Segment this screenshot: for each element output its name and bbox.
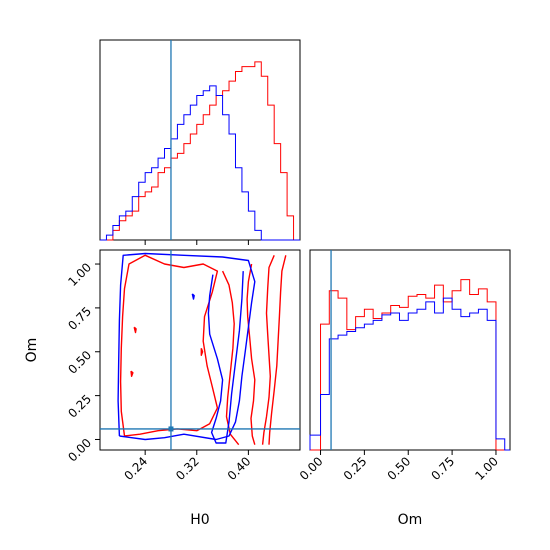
red-contour-6	[130, 370, 134, 377]
om-hist-red-step	[310, 279, 510, 451]
om-hist-xtick-label-4: 1.00	[472, 454, 501, 483]
blue-contour-8	[117, 252, 256, 441]
om-hist-xtick-label-2: 0.50	[385, 454, 414, 483]
blue-contour-9	[207, 271, 244, 444]
om-hist-xtick-label-1: 0.25	[341, 454, 370, 483]
red-contour-5	[133, 326, 137, 334]
contour-xtick-label-0: 0.24	[121, 454, 150, 483]
ticks-layer: 0.24 0.32 0.40 0.00 0.25 0.50 0.75 1.00 0.00 0.25…	[65, 240, 501, 483]
contour-ytick-label-4: 1.00	[65, 260, 94, 289]
om-hist-blue-step	[309, 297, 510, 451]
blue-contour-10	[191, 293, 195, 300]
om-histogram-layer	[309, 250, 510, 451]
om-hist-xtick-label-0: 0.00	[297, 454, 326, 483]
red-contour-7	[200, 347, 204, 356]
h0-histogram-layer	[100, 40, 300, 241]
om-hist-panel	[309, 249, 511, 451]
h0-hist-red-step	[100, 61, 300, 241]
contour-ytick-label-0: 0.00	[65, 436, 94, 465]
h0-hist-panel	[99, 39, 301, 241]
contour-layer	[100, 250, 300, 450]
red-contour-3	[268, 255, 287, 445]
contour-ytick-label-1: 0.25	[65, 392, 94, 421]
red-contour-4	[119, 254, 219, 437]
om-hist-xtick-label-3: 0.75	[428, 454, 457, 483]
contour-ytick-label-3: 0.75	[65, 304, 94, 333]
h0-hist-blue-step	[100, 85, 300, 241]
contour-panel	[99, 249, 301, 451]
x-axis-label-h0: H0	[190, 512, 209, 528]
red-contour-1	[246, 263, 256, 445]
x-axis-label-om: Om	[398, 512, 423, 528]
contour-lines	[117, 252, 287, 446]
contour-xtick-label-1: 0.32	[173, 454, 202, 483]
contour-ytick-label-2: 0.50	[65, 348, 94, 377]
truth-marker	[168, 426, 174, 432]
contour-xtick-label-2: 0.40	[225, 454, 254, 483]
red-contour-2	[261, 255, 275, 445]
y-axis-label-om: Om	[24, 338, 40, 363]
